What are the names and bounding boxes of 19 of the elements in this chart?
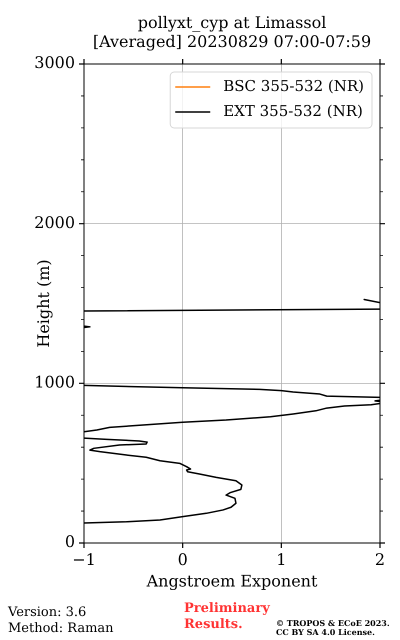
text: Method: Raman [8,621,114,637]
x-axis-title: Angstroem Exponent [146,572,318,591]
chart-title: pollyxt_cyp at Limassol [138,12,326,32]
y-tick-label: 0 [64,532,75,552]
text: Version: 3.6 [8,605,86,621]
chart-subtitle: [Averaged] 20230829 07:00-07:59 [92,32,372,51]
legend-label: BSC 355-532 (NR) [223,76,364,95]
y-tick-label: 2000 [34,212,75,232]
text: Preliminary Results. [184,601,270,632]
text: © TROPOS & ECoE 2023. [276,618,390,629]
x-tick-label: 2 [374,550,386,569]
y-tick-label: 1000 [34,372,75,392]
y-tick-label: 3000 [34,53,75,72]
legend-label: EXT 355-532 (NR) [223,102,363,120]
y-axis-title: Height (m) [34,259,53,348]
text: CC BY SA 4.0 License. [276,627,375,638]
x-tick-label: 1 [276,550,286,569]
x-tick-label: 0 [178,550,188,569]
x-tick-label: −1 [72,550,96,569]
